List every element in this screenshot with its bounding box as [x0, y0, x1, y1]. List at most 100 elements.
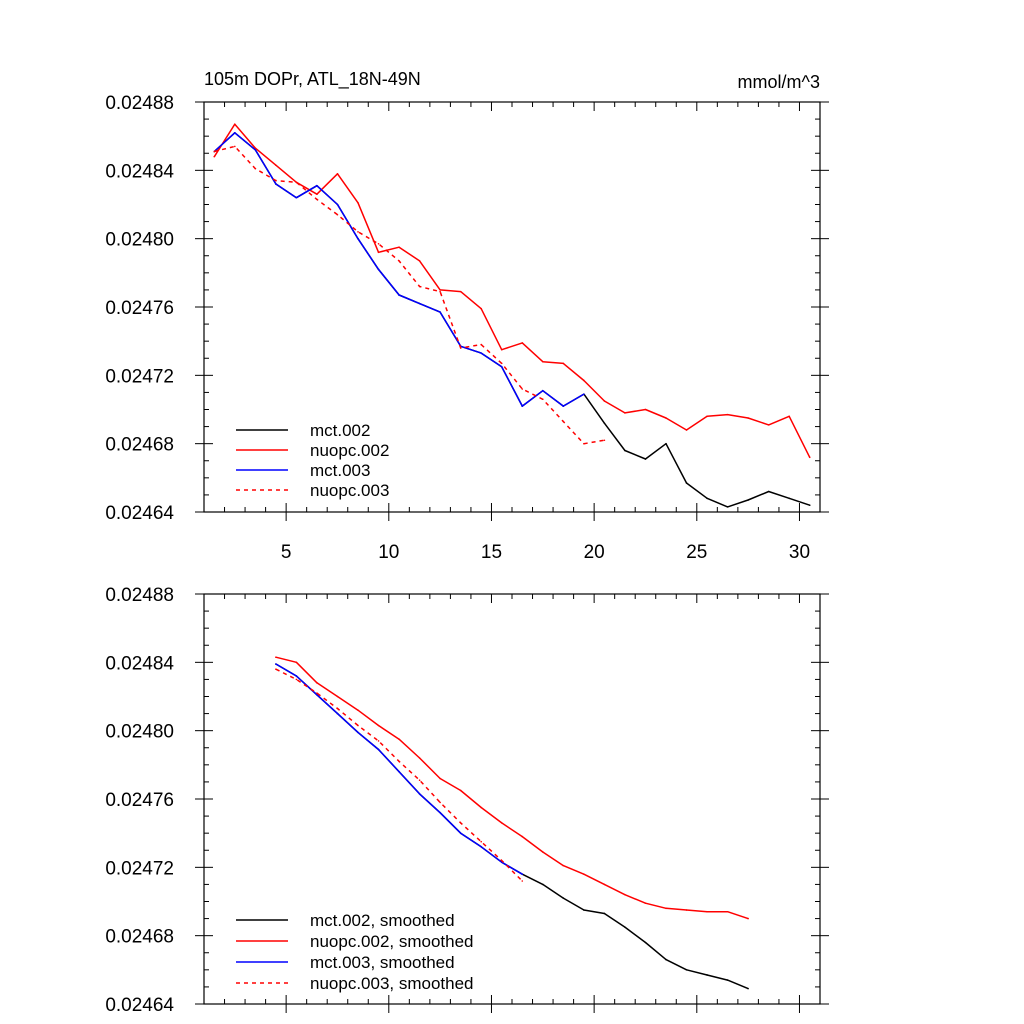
data-point: [603, 400, 606, 402]
data-point: [398, 246, 400, 249]
data-point: [398, 738, 400, 741]
legend-label-nuopc-003-smoothed: nuopc.003, smoothed: [310, 974, 474, 993]
data-point: [624, 893, 626, 896]
data-point: [439, 801, 441, 804]
data-point: [726, 506, 729, 508]
legend-label-nuopc-002-smoothed: nuopc.002, smoothed: [310, 932, 474, 951]
y-tick-label-0.02464: 0.02464: [105, 503, 174, 524]
data-point: [295, 196, 298, 199]
series-nuopc-002-smoothed: [275, 656, 749, 920]
data-point: [542, 360, 544, 363]
data-point: [398, 260, 400, 262]
data-point: [418, 757, 421, 759]
data-point: [480, 840, 483, 843]
data-point: [665, 958, 667, 961]
data-point: [685, 429, 688, 431]
y-tick-label-0.02480: 0.02480: [105, 722, 174, 743]
data-point: [644, 902, 647, 905]
y-tick-label-0.02476: 0.02476: [105, 790, 174, 811]
data-point: [480, 307, 483, 310]
bottom-panel: 0.02464 0.02468 0.02472 0.02476 0.02480 0.024…: [105, 585, 829, 1016]
data-point: [439, 289, 441, 291]
data-point: [213, 150, 216, 153]
data-point: [254, 149, 257, 151]
x-tick-label-25: 25: [686, 542, 707, 563]
y-tick-label-0.02472: 0.02472: [105, 366, 174, 387]
data-point: [295, 678, 298, 681]
data-point: [583, 873, 585, 875]
data-point: [685, 969, 688, 971]
plot-frame: [203, 593, 821, 1005]
legend-label-mct-003-smoothed: mct.003, smoothed: [310, 953, 455, 972]
data-point: [562, 897, 565, 899]
data-point: [418, 285, 421, 288]
data-point: [357, 231, 359, 233]
data-point: [706, 974, 708, 976]
data-point: [603, 439, 606, 442]
data-point: [500, 348, 503, 351]
data-point: [603, 422, 606, 424]
data-point: [254, 167, 257, 170]
data-point: [562, 864, 565, 867]
data-point: [234, 145, 236, 148]
units-label: mmol/m^3: [738, 72, 820, 92]
data-point: [398, 770, 400, 773]
data-point: [726, 979, 729, 981]
data-point: [459, 832, 462, 834]
y-tick-label-0.02468: 0.02468: [105, 927, 174, 948]
data-point: [295, 675, 298, 677]
data-point: [521, 880, 524, 882]
data-point: [418, 793, 421, 795]
top-panel: 5 10 15 20 25 30 0.02464 0.02468 0.02472 0.02476 0…: [105, 69, 829, 563]
data-point: [788, 415, 790, 418]
data-point: [644, 408, 647, 411]
data-point: [624, 449, 626, 452]
y-tick-label-0.02488: 0.02488: [105, 93, 174, 114]
legend-label-mct-002: mct.002: [310, 421, 370, 440]
data-point: [480, 352, 483, 354]
data-point: [521, 873, 524, 875]
data-point: [521, 405, 524, 407]
series-line-mct-003: [213, 132, 585, 407]
data-point: [562, 405, 565, 407]
data-point: [706, 910, 708, 913]
data-point: [583, 379, 585, 382]
data-point: [706, 415, 708, 418]
data-point: [357, 201, 359, 204]
data-point: [439, 290, 441, 293]
data-point: [726, 413, 729, 416]
data-point: [275, 179, 277, 182]
data-point: [275, 164, 277, 167]
series-mct-003-smoothed: [275, 663, 524, 875]
legend-label-nuopc-003: nuopc.003: [310, 481, 389, 500]
data-point: [562, 362, 565, 365]
data-point: [521, 342, 524, 344]
data-point: [480, 343, 483, 346]
x-tick-label-5: 5: [281, 542, 292, 563]
y-tick-label-0.02472: 0.02472: [105, 858, 174, 879]
data-point: [336, 203, 339, 206]
data-point: [275, 663, 277, 665]
data-point: [418, 779, 421, 782]
series-nuopc-003-smoothed: [275, 668, 524, 882]
data-point: [665, 907, 667, 910]
data-point: [418, 302, 421, 305]
data-point: [665, 442, 667, 445]
plot-frame: [203, 101, 821, 513]
x-tick-label-20: 20: [584, 542, 605, 563]
data-point: [275, 668, 277, 670]
data-point: [665, 417, 667, 419]
data-point: [357, 731, 359, 734]
data-point: [583, 909, 585, 911]
series-line-nuopc-002: [213, 123, 811, 458]
data-point: [644, 941, 647, 944]
data-point: [685, 482, 688, 484]
y-tick-label-0.02464: 0.02464: [105, 995, 174, 1016]
data-point: [295, 661, 298, 664]
series-line-nuopc-002-smoothed: [275, 656, 749, 920]
data-point: [685, 909, 688, 911]
legend: mct.002, smoothed nuopc.002, smoothed mct.…: [236, 911, 474, 993]
y-tick-label-0.02468: 0.02468: [105, 435, 174, 456]
data-point: [275, 183, 277, 185]
